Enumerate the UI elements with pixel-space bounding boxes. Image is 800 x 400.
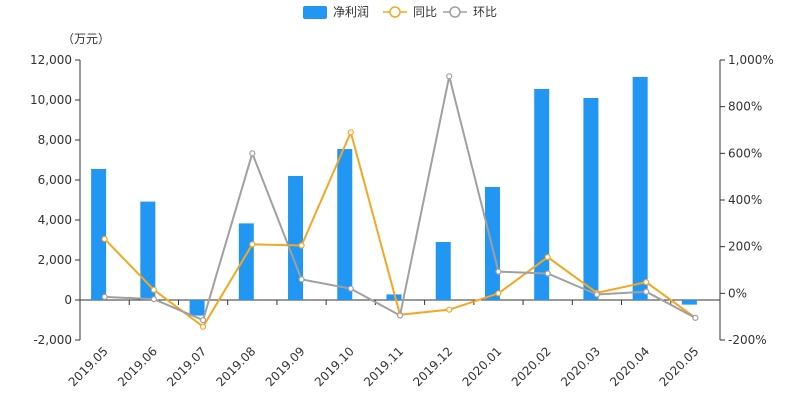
left-axis: -2,000 0 2,000 4,000 6,000 8,000 10,000 12,000 xyxy=(30,53,81,347)
series-point-0-4 xyxy=(298,242,305,249)
left-tick-label: 2,000 xyxy=(38,253,72,267)
left-tick-label: 0 xyxy=(64,293,72,307)
bar-2020.04 xyxy=(632,77,648,300)
legend-label-0: 同比 xyxy=(413,5,437,19)
series-point-0-5 xyxy=(347,129,354,136)
legend-marker-0 xyxy=(389,6,401,18)
legend-marker-1 xyxy=(449,6,461,18)
x-tick-label: 2019.05 xyxy=(66,344,111,389)
left-tick-label: -2,000 xyxy=(33,333,72,347)
series-point-0-3 xyxy=(249,241,256,248)
bar-2019.09 xyxy=(288,176,304,300)
right-tick-label: -200% xyxy=(728,333,767,347)
x-tick-label: 2020.01 xyxy=(460,344,505,389)
series-point-1-5 xyxy=(347,285,354,292)
series-point-0-0 xyxy=(101,235,108,243)
series-line-1 xyxy=(104,76,696,322)
left-tick-label: 8,000 xyxy=(38,133,72,147)
series-point-1-12 xyxy=(692,314,699,321)
left-tick-label: 4,000 xyxy=(38,213,72,227)
series-point-1-9 xyxy=(544,270,551,277)
unit-label: （万元） xyxy=(62,32,110,46)
left-tick-label: 12,000 xyxy=(30,53,72,67)
series-point-1-4 xyxy=(298,276,305,283)
series-point-1-8 xyxy=(495,268,502,275)
series-point-1-3 xyxy=(249,150,256,157)
series-point-0-7 xyxy=(446,306,453,313)
series-point-0-1 xyxy=(150,286,157,293)
right-tick-label: 400% xyxy=(728,193,762,207)
legend-label-net-profit: 净利润 xyxy=(333,5,369,19)
bar-2019.10 xyxy=(337,149,353,300)
x-tick-label: 2019.11 xyxy=(361,344,406,389)
series-point-1-6 xyxy=(396,312,404,319)
series-point-0-9 xyxy=(544,254,551,261)
bar-2020.03 xyxy=(583,98,599,300)
right-tick-label: 600% xyxy=(728,146,762,160)
bar-2019.12 xyxy=(435,242,451,300)
series-point-1-10 xyxy=(593,291,601,298)
bar-2020.02 xyxy=(534,89,550,300)
series-point-1-7 xyxy=(446,73,453,80)
series-point-1-2 xyxy=(199,317,207,324)
series-point-1-1 xyxy=(150,296,157,303)
x-tick-label: 2019.12 xyxy=(410,344,455,389)
x-tick-label: 2020.04 xyxy=(607,344,652,389)
right-tick-label: 200% xyxy=(728,240,762,254)
x-tick-label: 2019.06 xyxy=(115,344,160,389)
lines xyxy=(101,73,699,330)
left-tick-label: 6,000 xyxy=(38,173,72,187)
series-point-0-11 xyxy=(643,279,650,286)
right-axis: -200% 0% 200% 400% 600% 800% 1,000% xyxy=(719,53,774,347)
bar-2020.05 xyxy=(681,300,697,305)
x-tick-label: 2019.10 xyxy=(312,344,357,389)
x-tick-label: 2020.02 xyxy=(509,344,554,389)
series-point-0-2 xyxy=(199,323,207,330)
bar-2019.07 xyxy=(189,300,205,316)
series-point-0-8 xyxy=(495,290,502,297)
series-point-1-0 xyxy=(101,293,108,300)
bar-2020.01 xyxy=(484,187,500,300)
x-tick-label: 2020.03 xyxy=(558,344,603,389)
bar-2019.11 xyxy=(386,294,402,300)
right-tick-label: 1,000% xyxy=(728,53,774,67)
x-tick-label: 2019.07 xyxy=(164,344,209,389)
legend-label-1: 环比 xyxy=(473,5,497,19)
x-tick-label: 2020.05 xyxy=(657,344,702,389)
series-point-1-11 xyxy=(643,288,650,295)
bar-2019.05 xyxy=(91,169,107,300)
legend-bar-swatch xyxy=(303,6,327,19)
x-tick-label: 2019.08 xyxy=(213,344,258,389)
x-axis: 2019.05 2019.06 2019.07 2019.08 2019.09 2019.… xyxy=(66,299,721,389)
x-tick-label: 2019.09 xyxy=(263,344,308,389)
right-tick-label: 0% xyxy=(728,286,747,300)
legend: 净利润 同比 环比 xyxy=(303,5,497,19)
bar-2019.06 xyxy=(140,201,156,300)
bars xyxy=(91,77,697,316)
left-tick-label: 10,000 xyxy=(30,93,72,107)
right-tick-label: 800% xyxy=(728,100,762,114)
